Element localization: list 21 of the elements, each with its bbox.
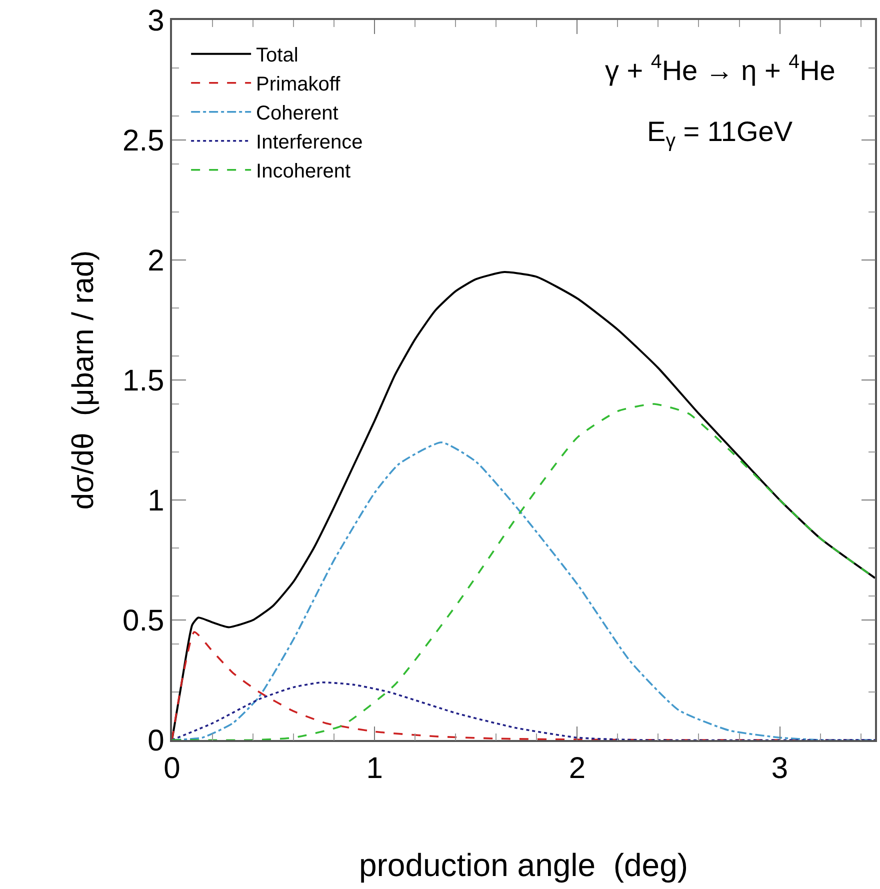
y-tick-label: 1 bbox=[148, 484, 164, 518]
annotation: γ + $^{4}$He → η + $^{4}$He bbox=[605, 51, 836, 86]
line-series bbox=[172, 271, 875, 740]
y-tick-label: 1.5 bbox=[122, 364, 164, 398]
legend-label: Coherent bbox=[256, 102, 339, 125]
x-tick-label: 3 bbox=[771, 752, 788, 785]
y-tick-label: 3 bbox=[148, 4, 164, 38]
x-axis-title: production angle (deg) bbox=[358, 847, 688, 884]
y-tick-label: 2.5 bbox=[122, 124, 164, 158]
y-tick-label: 0 bbox=[148, 724, 164, 758]
y-tick-label: 0.5 bbox=[122, 604, 164, 638]
x-tick-label: 2 bbox=[568, 752, 586, 785]
legend-label: Total bbox=[256, 44, 298, 67]
legend-label: Incoherent bbox=[256, 160, 352, 183]
y-tick-label: 2 bbox=[148, 244, 164, 278]
x-tick-label: 1 bbox=[366, 752, 383, 785]
legend-label: Interference bbox=[256, 132, 363, 154]
legend-label: Primakoff bbox=[256, 74, 341, 96]
annotation: E$_{γ}$ = 11GeV bbox=[647, 116, 793, 152]
line-series bbox=[172, 682, 875, 740]
y-axis-title: dσ/dθ (μbarn / rad) bbox=[67, 250, 100, 510]
